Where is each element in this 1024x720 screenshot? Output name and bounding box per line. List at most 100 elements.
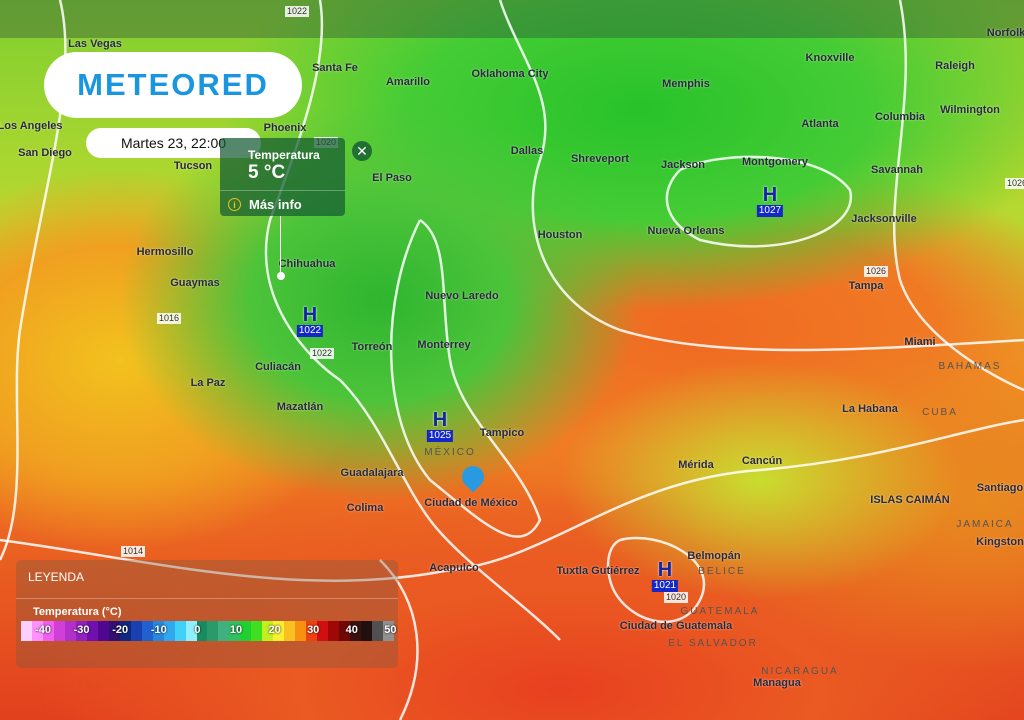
city-label: Ciudad de México xyxy=(424,497,518,509)
isobar xyxy=(389,218,542,538)
high-pressure-label: H xyxy=(657,559,673,581)
city-label: Nueva Orleans xyxy=(647,225,725,237)
city-label: Kingston xyxy=(976,536,1024,548)
city-label: Raleigh xyxy=(935,60,975,72)
country-label: GUATEMALA xyxy=(680,606,760,617)
city-label: Ciudad de Guatemala xyxy=(619,620,733,632)
city-label: Cancún xyxy=(741,455,783,467)
pressure-value: 1021 xyxy=(651,580,679,592)
city-label: Guaymas xyxy=(170,277,220,289)
city-label: Oklahoma City xyxy=(471,68,549,80)
city-label: Los Angeles xyxy=(0,120,63,132)
divider xyxy=(220,190,345,191)
isobar-label: 1026 xyxy=(864,266,889,277)
high-pressure-center: H 1025 xyxy=(426,409,454,442)
scale-tick-label: -20 xyxy=(112,624,129,636)
isobar-label: 1016 xyxy=(157,313,182,324)
city-label: Houston xyxy=(537,229,583,241)
city-label: Santa Fe xyxy=(312,62,358,74)
color-swatch xyxy=(174,621,186,641)
temperature-color-scale: -40 -30 -20 -10 0 10 20 30 40 50 xyxy=(21,621,397,641)
pressure-value: 1025 xyxy=(426,430,454,442)
color-swatch xyxy=(75,621,87,641)
city-label: San Diego xyxy=(18,147,72,159)
city-label: Las Vegas xyxy=(68,38,122,50)
isobar xyxy=(606,536,706,624)
legend-title[interactable]: LEYENDA xyxy=(28,570,85,584)
isobar-label: 1026 xyxy=(1005,178,1024,189)
color-swatch xyxy=(240,621,252,641)
high-pressure-center: H 1021 xyxy=(651,559,679,592)
city-label: Wilmington xyxy=(940,104,1000,116)
isobar xyxy=(0,418,1024,583)
color-swatch xyxy=(361,621,372,641)
more-info-button[interactable]: i Más info xyxy=(228,197,302,212)
color-swatch xyxy=(339,621,351,641)
city-label: Tampa xyxy=(848,280,884,292)
pressure-value: 1022 xyxy=(296,325,324,337)
color-swatch xyxy=(317,621,329,641)
high-pressure-label: H xyxy=(432,409,448,431)
isobar xyxy=(379,559,419,720)
color-swatch xyxy=(295,621,307,641)
scale-tick-label: -10 xyxy=(150,624,167,636)
color-swatch xyxy=(185,621,197,641)
pressure-value: 1027 xyxy=(756,205,784,217)
city-label: Norfolk xyxy=(986,27,1024,39)
date-time-selector[interactable]: Martes 23, 22:00 xyxy=(86,128,261,158)
city-label: La Paz xyxy=(190,377,226,389)
city-label: Santiago xyxy=(976,482,1024,494)
city-label: Hermosillo xyxy=(136,246,194,258)
city-label: Jacksonville xyxy=(851,213,917,225)
isobar xyxy=(665,155,853,248)
isobar xyxy=(892,0,1024,392)
country-label: BAHAMAS xyxy=(938,361,1002,372)
color-swatch xyxy=(207,621,219,641)
city-label: Tuxtla Gutiérrez xyxy=(556,565,640,577)
color-swatch xyxy=(141,621,153,641)
color-swatch xyxy=(262,621,274,641)
isobar xyxy=(498,0,1024,352)
color-swatch xyxy=(21,621,32,641)
city-label: Amarillo xyxy=(385,76,431,88)
city-label: La Habana xyxy=(842,403,898,415)
city-label: Tucson xyxy=(173,160,213,172)
color-swatch xyxy=(152,621,164,641)
meteored-logo[interactable]: METEORED xyxy=(44,52,302,118)
city-label: Memphis xyxy=(662,78,710,90)
city-label: Acapulco xyxy=(429,562,479,574)
isobar-label: 1020 xyxy=(664,592,689,603)
city-label: Guadalajara xyxy=(340,467,404,479)
close-popup-button[interactable]: ✕ xyxy=(352,141,372,161)
city-label: Monterrey xyxy=(417,339,471,351)
city-label: Torreón xyxy=(351,341,393,353)
city-label: Phoenix xyxy=(263,122,307,134)
color-swatch xyxy=(350,621,362,641)
color-swatch xyxy=(229,621,241,641)
color-swatch xyxy=(64,621,76,641)
color-swatch xyxy=(31,621,43,641)
color-swatch xyxy=(97,621,109,641)
popup-pin-line xyxy=(280,216,281,274)
city-label: Culiacán xyxy=(255,361,301,373)
city-label: El Paso xyxy=(372,172,412,184)
location-marker[interactable] xyxy=(277,272,285,280)
city-label: Chihuahua xyxy=(278,258,336,270)
city-label: Shreveport xyxy=(570,153,630,165)
city-label: Montgomery xyxy=(742,156,808,168)
scale-tick-label: 50 xyxy=(384,624,397,636)
city-label: Columbia xyxy=(874,111,926,123)
color-swatch xyxy=(53,621,65,641)
scale-tick-label: 40 xyxy=(345,624,358,636)
color-swatch xyxy=(130,621,142,641)
color-swatch xyxy=(372,621,383,641)
color-swatch xyxy=(218,621,230,641)
color-swatch xyxy=(196,621,208,641)
color-swatch xyxy=(382,621,394,641)
color-swatch xyxy=(42,621,54,641)
scale-tick-label: 30 xyxy=(307,624,320,636)
city-label: Mérida xyxy=(678,459,714,471)
isobar-label: 1014 xyxy=(121,546,146,557)
color-swatch xyxy=(328,621,340,641)
temperature-popup: Temperatura 5 °C i Más info xyxy=(220,138,345,216)
